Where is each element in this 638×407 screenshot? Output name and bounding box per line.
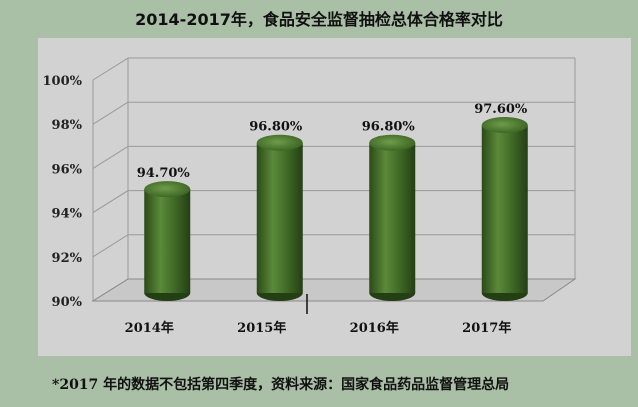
y-tick-label: 94%: [52, 207, 83, 222]
bar: [144, 181, 191, 301]
gridline-side: [92, 57, 129, 81]
bar-top: [256, 134, 303, 151]
x-tick-label: 2017年: [462, 320, 511, 336]
x-tick-label: 2014年: [125, 320, 174, 336]
bar: [369, 134, 416, 301]
bar-body: [144, 189, 191, 293]
bar-top: [144, 181, 191, 198]
data-label: 96.80%: [249, 120, 303, 135]
footnote: *2017 年的数据不包括第四季度，资料来源：国家食品药品监督管理总局: [52, 377, 510, 393]
y-tick-label: 100%: [43, 74, 83, 89]
gridline-side: [92, 101, 129, 125]
gridline-side: [92, 145, 129, 169]
data-label: 94.70%: [137, 166, 191, 181]
bar-top: [369, 134, 416, 151]
data-label: 97.60%: [474, 102, 528, 117]
y-tick-label: 90%: [52, 295, 83, 310]
bar: [256, 134, 303, 301]
chart-title: 2014-2017年，食品安全监督抽检总体合格率对比: [135, 10, 503, 29]
x-tick-label: 2015年: [237, 320, 286, 336]
y-tick-label: 92%: [52, 251, 83, 266]
bar: [481, 117, 528, 301]
gridline-side: [92, 190, 129, 214]
bar-body: [369, 142, 416, 293]
data-label: 96.80%: [362, 120, 416, 135]
bar-top: [481, 117, 528, 134]
y-tick-label: 96%: [52, 162, 83, 177]
y-tick-label: 98%: [52, 118, 83, 133]
bar-body: [256, 142, 303, 293]
x-tick-label: 2016年: [350, 320, 399, 336]
gridline-side: [92, 234, 129, 258]
chart-floor: [91, 278, 577, 302]
plot-panel: [38, 38, 631, 356]
bar-body: [481, 125, 528, 293]
